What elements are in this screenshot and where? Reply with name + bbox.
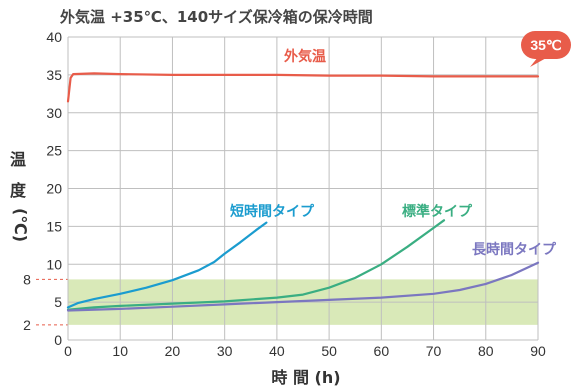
callout-pointer bbox=[530, 57, 548, 67]
y-tick-label: 35 bbox=[46, 67, 62, 83]
x-tick-label: 60 bbox=[374, 343, 390, 359]
x-tick-label: 50 bbox=[321, 343, 337, 359]
y-tick-label: 30 bbox=[46, 105, 62, 121]
x-tick-label: 40 bbox=[269, 343, 285, 359]
x-tick-label: 90 bbox=[530, 343, 546, 359]
y-tick-label: 15 bbox=[46, 218, 62, 234]
x-tick-label: 80 bbox=[478, 343, 494, 359]
y-tick-label: 0 bbox=[54, 332, 62, 348]
band-marker-label: 2 bbox=[23, 317, 31, 333]
series-line-3 bbox=[66, 219, 446, 311]
x-tick-label: 70 bbox=[426, 343, 442, 359]
series-label-3: 標準タイプ bbox=[402, 203, 473, 220]
callout-bubble bbox=[521, 31, 571, 59]
callout-label: 35℃ bbox=[530, 37, 562, 53]
x-tick-label: 20 bbox=[165, 343, 181, 359]
series-label-1: 外気温 bbox=[284, 48, 326, 65]
series-line-1 bbox=[66, 72, 540, 103]
x-tick-label: 30 bbox=[217, 343, 233, 359]
series-layer bbox=[66, 72, 540, 312]
y-tick-label: 20 bbox=[46, 181, 62, 197]
grid-layer bbox=[67, 36, 539, 341]
band-marker-label: 8 bbox=[23, 271, 31, 287]
tick-label-layer: 0 5 10 15 20 25 30 35 40 0 10 20 30 40 50 60 70 80 90 bbox=[46, 29, 546, 359]
y-axis-label-1: 温 bbox=[9, 150, 26, 169]
x-tick-label: 10 bbox=[112, 343, 128, 359]
x-axis-label: 時 間 (h) bbox=[271, 368, 340, 387]
y-tick-label: 25 bbox=[46, 143, 62, 159]
y-tick-label: 5 bbox=[54, 294, 62, 310]
series-label-2: 短時間タイプ bbox=[230, 203, 315, 220]
series-line-2 bbox=[66, 221, 268, 309]
y-tick-label: 40 bbox=[46, 29, 62, 45]
series-label-4: 長時間タイプ bbox=[472, 241, 557, 258]
y-axis-label-2: 度 bbox=[10, 181, 27, 200]
chart-title: 外気温 +35℃、140サイズ保冷箱の保冷時間 bbox=[59, 8, 373, 26]
x-tick-label: 0 bbox=[64, 343, 72, 359]
series-line-4 bbox=[66, 261, 540, 312]
y-axis-label-3: (℃) bbox=[11, 208, 30, 242]
y-tick-label: 10 bbox=[46, 256, 62, 272]
